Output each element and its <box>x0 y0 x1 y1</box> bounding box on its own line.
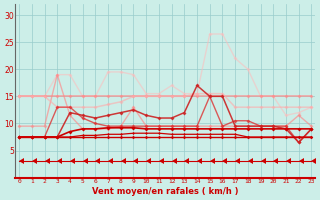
X-axis label: Vent moyen/en rafales ( km/h ): Vent moyen/en rafales ( km/h ) <box>92 187 238 196</box>
